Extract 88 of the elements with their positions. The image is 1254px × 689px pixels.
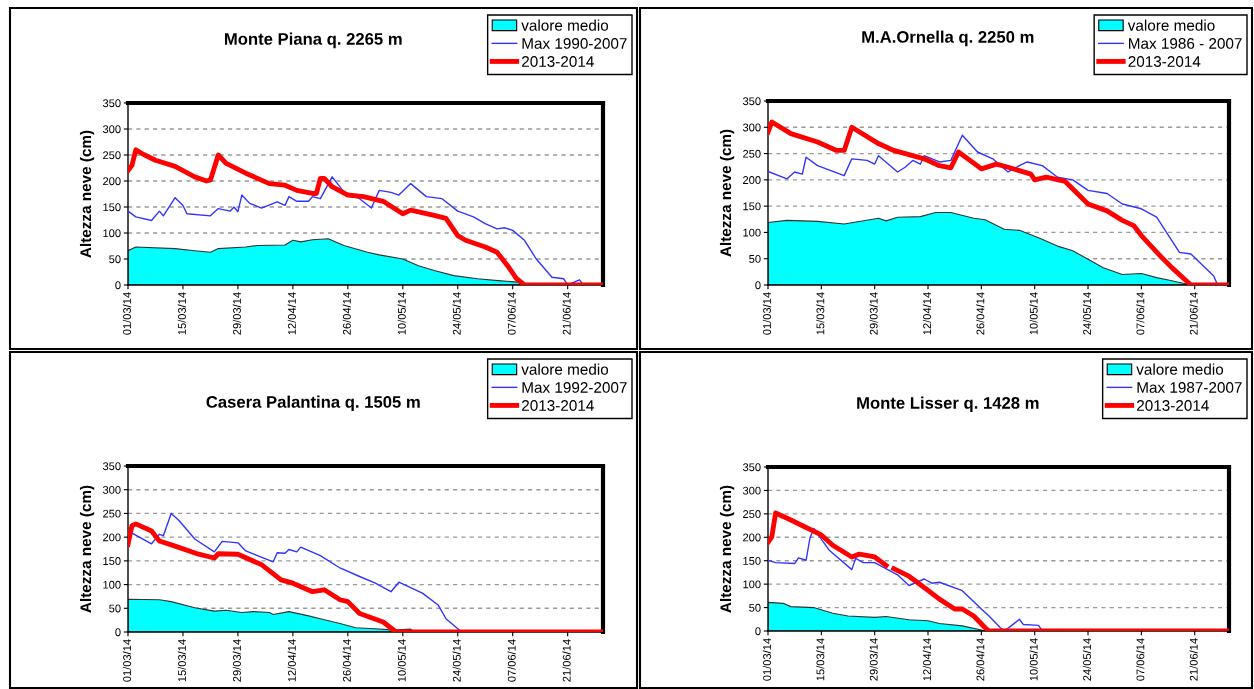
y-tick-label: 0 xyxy=(115,281,121,290)
x-tick-label: 10/05/14 xyxy=(397,639,406,682)
x-tick-label: 29/03/14 xyxy=(869,638,878,681)
y-tick-label: 150 xyxy=(103,557,121,565)
y-tick-label: 100 xyxy=(103,229,121,238)
chart-title: Casera Palantina q. 1505 m xyxy=(206,395,420,412)
y-tick-label: 150 xyxy=(103,203,121,212)
x-tick-label: 01/03/14 xyxy=(762,292,771,335)
legend-label: 2013-2014 xyxy=(522,56,594,67)
x-tick-label: 07/06/14 xyxy=(507,639,516,682)
y-tick-label: 50 xyxy=(749,254,761,263)
x-tick-label: 26/04/14 xyxy=(976,292,985,335)
legend-label: valore medio xyxy=(521,363,609,375)
y-axis-title: Altezza neve (cm) xyxy=(719,129,735,257)
x-tick-label: 24/05/14 xyxy=(1082,638,1092,681)
x-tick-label: 21/06/14 xyxy=(1189,638,1198,681)
x-tick-label: 12/04/14 xyxy=(922,638,931,681)
legend-label: Max 1992-2007 xyxy=(522,382,627,393)
x-tick-label: 24/05/14 xyxy=(1082,292,1092,335)
y-tick-label: 0 xyxy=(755,627,761,636)
y-tick-label: 0 xyxy=(115,628,121,637)
legend-label: Max 1986 - 2007 xyxy=(1129,38,1242,49)
x-tick-label: 26/04/14 xyxy=(342,639,351,682)
y-tick-label: 350 xyxy=(742,97,761,106)
legend-label: valore medio xyxy=(1136,363,1224,375)
y-tick-label: 350 xyxy=(102,99,121,108)
x-tick-label: 01/03/14 xyxy=(762,638,771,681)
x-tick-label: 29/03/14 xyxy=(869,292,878,335)
legend-label: 2013-2014 xyxy=(1128,56,1201,67)
chart-title: M.A.Ornella q. 2250 m xyxy=(862,30,1034,47)
y-axis-title: Altezza neve (cm) xyxy=(79,485,95,613)
y-tick-label: 250 xyxy=(743,510,761,518)
x-tick-label: 15/03/14 xyxy=(177,639,186,682)
y-axis-title: Altezza neve (cm) xyxy=(719,485,735,613)
x-tick-label: 15/03/14 xyxy=(816,292,825,335)
x-tick-label: 01/03/14 xyxy=(122,292,131,335)
y-tick-label: 200 xyxy=(743,533,761,542)
legend-label: valore medio xyxy=(521,19,609,31)
y-tick-label: 0 xyxy=(755,281,761,290)
legend-label: valore medio xyxy=(1127,19,1215,31)
legend-label: Max 1990-2007 xyxy=(522,38,627,49)
x-tick-label: 21/06/14 xyxy=(562,639,571,682)
x-tick-label: 21/06/14 xyxy=(562,292,571,335)
x-tick-label: 07/06/14 xyxy=(507,292,516,335)
y-tick-label: 100 xyxy=(743,580,761,589)
y-tick-label: 350 xyxy=(102,462,121,471)
y-tick-label: 100 xyxy=(103,580,121,589)
x-tick-label: 10/05/14 xyxy=(1029,292,1038,335)
y-tick-label: 300 xyxy=(102,485,121,494)
chart-title: Monte Lisser q. 1428 m xyxy=(857,396,1039,413)
legend-label: 2013-2014 xyxy=(1137,400,1209,411)
y-tick-label: 250 xyxy=(743,149,761,158)
x-tick-label: 07/06/14 xyxy=(1136,638,1145,681)
chart-title: Monte Piana q. 2265 m xyxy=(224,32,402,49)
y-tick-label: 100 xyxy=(743,228,761,237)
x-tick-label: 10/05/14 xyxy=(1029,638,1038,681)
x-tick-label: 10/05/14 xyxy=(397,292,406,335)
y-tick-label: 200 xyxy=(103,533,121,542)
x-tick-label: 01/03/14 xyxy=(122,639,131,682)
x-tick-label: 24/05/14 xyxy=(452,292,461,335)
y-axis-title: Altezza neve (cm) xyxy=(79,130,95,258)
x-tick-label: 21/06/14 xyxy=(1189,292,1198,335)
x-tick-label: 15/03/14 xyxy=(816,638,825,681)
x-tick-label: 12/04/14 xyxy=(287,292,296,335)
y-tick-label: 50 xyxy=(109,604,121,613)
y-tick-label: 150 xyxy=(743,202,761,211)
y-tick-label: 300 xyxy=(102,125,121,134)
x-tick-label: 07/06/14 xyxy=(1136,292,1145,335)
x-tick-label: 24/05/14 xyxy=(452,639,461,682)
y-tick-label: 300 xyxy=(742,486,761,495)
x-tick-label: 12/04/14 xyxy=(922,292,931,335)
x-tick-label: 29/03/14 xyxy=(232,292,241,335)
y-tick-label: 300 xyxy=(742,123,761,132)
y-tick-label: 50 xyxy=(749,603,761,612)
y-tick-label: 150 xyxy=(743,556,761,565)
y-tick-label: 50 xyxy=(109,255,121,264)
x-tick-label: 26/04/14 xyxy=(342,292,351,335)
x-tick-label: 12/04/14 xyxy=(287,639,296,682)
y-tick-label: 250 xyxy=(103,509,121,518)
x-tick-label: 26/04/14 xyxy=(976,638,985,681)
legend-label: 2013-2014 xyxy=(522,400,594,411)
legend-label: Max 1987-2007 xyxy=(1137,382,1242,393)
y-tick-label: 200 xyxy=(743,176,761,184)
y-tick-label: 250 xyxy=(103,151,121,160)
y-tick-label: 200 xyxy=(103,177,121,186)
x-tick-label: 15/03/14 xyxy=(177,292,186,335)
x-tick-label: 29/03/14 xyxy=(232,639,241,682)
y-tick-label: 350 xyxy=(742,463,761,472)
